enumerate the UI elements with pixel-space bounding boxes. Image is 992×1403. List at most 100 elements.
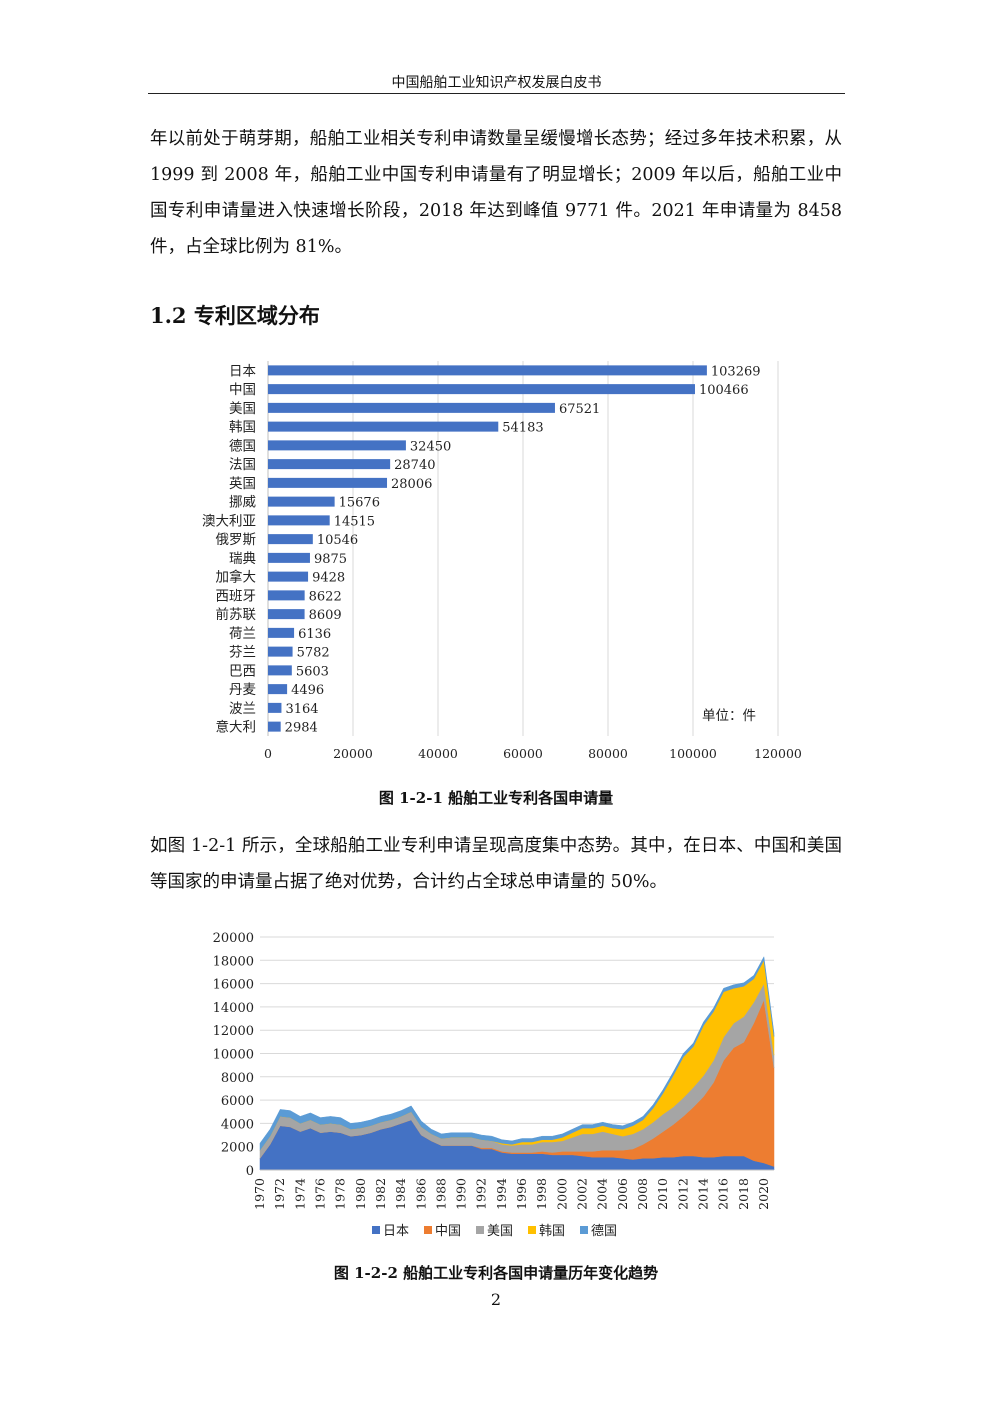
bar-value-label: 28740 bbox=[394, 458, 435, 473]
bar-瑞典 bbox=[268, 552, 310, 563]
area-x-tick-label: 1992 bbox=[474, 1178, 489, 1210]
area-y-tick-label: 8000 bbox=[221, 1071, 254, 1086]
bar-英国 bbox=[268, 477, 388, 488]
area-x-tick-label: 2018 bbox=[736, 1178, 751, 1210]
bar-德国 bbox=[268, 440, 406, 451]
figure2-caption: 图 1-2-2 船舶工业专利各国申请量历年变化趋势 bbox=[333, 1264, 659, 1282]
bar-x-tick-label: 80000 bbox=[588, 746, 628, 761]
area-x-tick-label: 1988 bbox=[433, 1178, 448, 1210]
legend-swatch-韩国 bbox=[528, 1226, 536, 1234]
area-y-tick-label: 10000 bbox=[213, 1048, 254, 1063]
bar-x-tick-label: 0 bbox=[264, 746, 272, 761]
bar-value-label: 5603 bbox=[296, 664, 329, 679]
area-x-tick-label: 1972 bbox=[272, 1178, 287, 1210]
bar-value-label: 100466 bbox=[699, 383, 749, 398]
legend-swatch-美国 bbox=[476, 1226, 484, 1234]
area-y-tick-label: 6000 bbox=[221, 1094, 254, 1109]
area-x-tick-label: 2000 bbox=[554, 1178, 569, 1210]
area-x-tick-label: 2014 bbox=[696, 1178, 711, 1210]
bar-澳大利亚 bbox=[268, 515, 330, 526]
legend-label: 美国 bbox=[487, 1224, 513, 1239]
area-x-tick-label: 2006 bbox=[615, 1178, 630, 1210]
legend-label: 韩国 bbox=[539, 1224, 565, 1239]
bar-category-label: 巴西 bbox=[229, 663, 256, 679]
area-y-tick-label: 14000 bbox=[213, 1001, 254, 1016]
bar-category-label: 中国 bbox=[229, 382, 256, 398]
legend-swatch-中国 bbox=[424, 1226, 432, 1234]
bar-category-label: 西班牙 bbox=[216, 588, 257, 604]
bar-法国 bbox=[268, 459, 391, 470]
bar-category-label: 英国 bbox=[229, 475, 256, 492]
area-x-tick-label: 1994 bbox=[494, 1178, 509, 1210]
bar-加拿大 bbox=[268, 571, 309, 582]
bar-value-label: 10546 bbox=[317, 533, 358, 548]
bar-波兰 bbox=[268, 702, 282, 713]
bar-x-tick-label: 40000 bbox=[418, 746, 458, 761]
bar-芬兰 bbox=[268, 646, 293, 657]
legend-label: 德国 bbox=[591, 1224, 617, 1239]
bar-chart-country-applications: 0 20000 40000 60000 80000 100000 120000 日本 10326… bbox=[202, 361, 802, 761]
area-x-tick-label: 2004 bbox=[595, 1178, 610, 1210]
legend-swatch-德国 bbox=[580, 1226, 588, 1234]
running-header: 中国船舶工业知识产权发展白皮书 bbox=[391, 75, 602, 91]
bar-value-label: 9428 bbox=[312, 571, 345, 586]
bar-category-label: 芬兰 bbox=[229, 645, 256, 661]
section-heading: 1.2 专利区域分布 bbox=[150, 303, 320, 328]
bar-巴西 bbox=[268, 665, 292, 676]
bar-category-label: 俄罗斯 bbox=[216, 532, 257, 548]
bar-韩国 bbox=[268, 421, 499, 432]
bar-category-label: 法国 bbox=[229, 457, 256, 473]
area-x-tick-label: 1970 bbox=[252, 1178, 267, 1210]
bar-丹麦 bbox=[268, 684, 288, 695]
bar-x-tick-label: 60000 bbox=[503, 746, 543, 761]
area-x-tick-label: 1976 bbox=[313, 1178, 328, 1210]
area-y-tick-label: 18000 bbox=[213, 954, 254, 969]
area-y-tick-label: 0 bbox=[246, 1164, 254, 1179]
area-x-tick-label: 1998 bbox=[534, 1178, 549, 1210]
bar-value-label: 9875 bbox=[314, 552, 347, 567]
bar-意大利 bbox=[268, 721, 281, 732]
bar-value-label: 67521 bbox=[559, 402, 600, 417]
page-number: 2 bbox=[490, 1290, 502, 1309]
bar-x-tick-label: 120000 bbox=[754, 746, 802, 761]
area-x-tick-label: 1982 bbox=[373, 1178, 388, 1210]
bar-value-label: 15676 bbox=[339, 496, 380, 511]
bar-挪威 bbox=[268, 496, 335, 507]
bar-x-tick-label: 100000 bbox=[669, 746, 717, 761]
bar-category-label: 波兰 bbox=[229, 701, 256, 717]
bar-category-label: 荷兰 bbox=[229, 626, 256, 642]
legend-label: 中国 bbox=[435, 1224, 461, 1239]
legend-label: 日本 bbox=[383, 1224, 409, 1239]
bar-category-label: 美国 bbox=[229, 401, 256, 417]
bar-value-label: 14515 bbox=[334, 514, 375, 529]
area-x-tick-label: 2016 bbox=[716, 1178, 731, 1210]
area-x-tick-label: 1996 bbox=[514, 1178, 529, 1210]
area-y-tick-label: 12000 bbox=[213, 1024, 254, 1039]
paragraph-intro: 年以前处于萌芽期，船舶工业相关专利申请数量呈缓慢增长态势；经过多年技术积累，从 … bbox=[150, 129, 842, 257]
area-y-tick-label: 16000 bbox=[213, 978, 254, 993]
bar-荷兰 bbox=[268, 627, 295, 638]
area-x-tick-label: 1986 bbox=[413, 1178, 428, 1210]
bar-category-label: 丹麦 bbox=[229, 682, 256, 698]
bar-value-label: 4496 bbox=[291, 683, 324, 698]
bar-value-label: 28006 bbox=[391, 477, 432, 492]
area-x-tick-label: 2010 bbox=[655, 1178, 670, 1210]
bar-category-label: 韩国 bbox=[229, 420, 256, 436]
area-x-tick-label: 2002 bbox=[575, 1178, 590, 1210]
bar-category-label: 意大利 bbox=[216, 719, 257, 736]
bar-俄罗斯 bbox=[268, 534, 313, 545]
legend-swatch-日本 bbox=[372, 1226, 380, 1234]
area-x-tick-label: 1990 bbox=[454, 1178, 469, 1210]
bar-美国 bbox=[268, 402, 555, 413]
bar-category-label: 挪威 bbox=[229, 495, 256, 511]
bar-value-label: 103269 bbox=[711, 364, 761, 379]
area-x-tick-label: 1978 bbox=[333, 1178, 348, 1210]
bar-category-label: 瑞典 bbox=[229, 551, 256, 567]
bar-value-label: 8609 bbox=[309, 608, 342, 623]
area-series-德国 bbox=[259, 956, 775, 1151]
area-x-tick-label: 2020 bbox=[756, 1178, 771, 1210]
area-x-tick-label: 2012 bbox=[675, 1178, 690, 1210]
area-chart-yearly-trend: 0 2000 4000 6000 8000 10000 12000 14000 16000 180… bbox=[213, 931, 775, 1239]
area-x-tick-label: 1984 bbox=[393, 1178, 408, 1210]
bar-前苏联 bbox=[268, 609, 305, 620]
